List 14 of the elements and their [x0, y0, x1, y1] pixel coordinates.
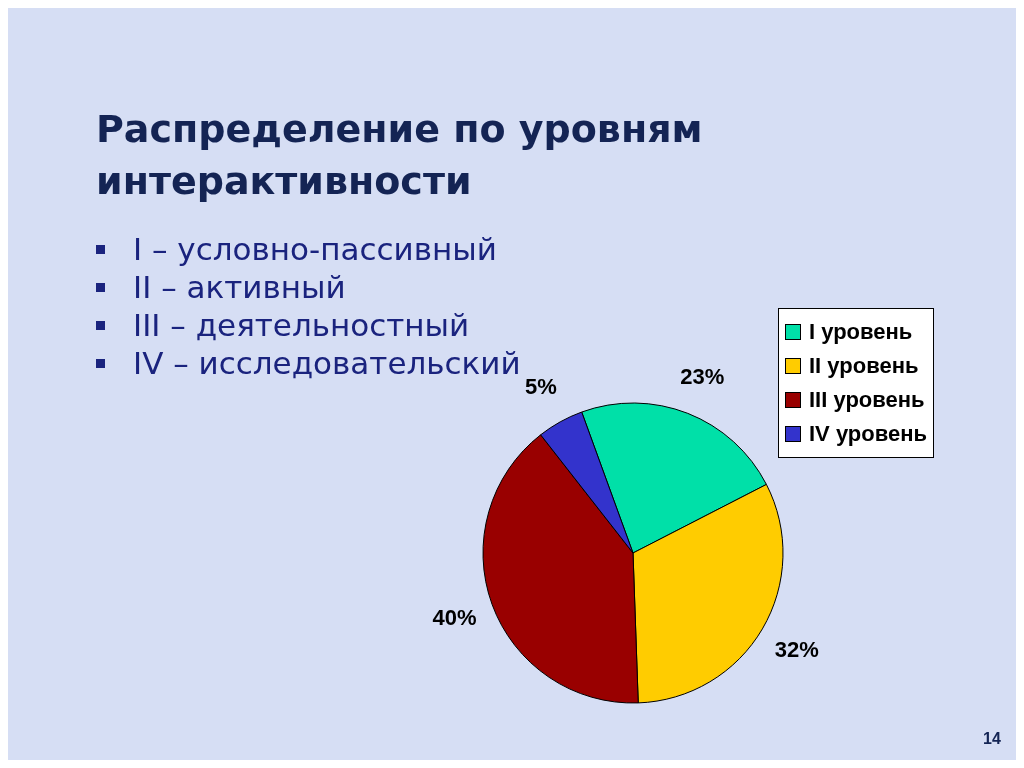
- text: I – условно-пассивный: [133, 230, 497, 268]
- data-label: 23%: [680, 363, 725, 389]
- legend-label: IV уровень: [809, 421, 928, 447]
- text: II – активный: [133, 268, 346, 306]
- legend-label: II уровень: [809, 353, 919, 379]
- legend-label: III уровень: [809, 387, 925, 413]
- data-label: 5%: [524, 374, 557, 400]
- data-label: 32%: [774, 636, 819, 662]
- text: III – деятельностный: [133, 306, 470, 344]
- data-label: 40%: [432, 605, 477, 631]
- legend-label: I уровень: [809, 319, 913, 345]
- text: 14: [983, 730, 1001, 748]
- chart-title: Распределение по уровням интерактивности: [96, 106, 704, 205]
- text: IV – исследовательский: [133, 344, 521, 382]
